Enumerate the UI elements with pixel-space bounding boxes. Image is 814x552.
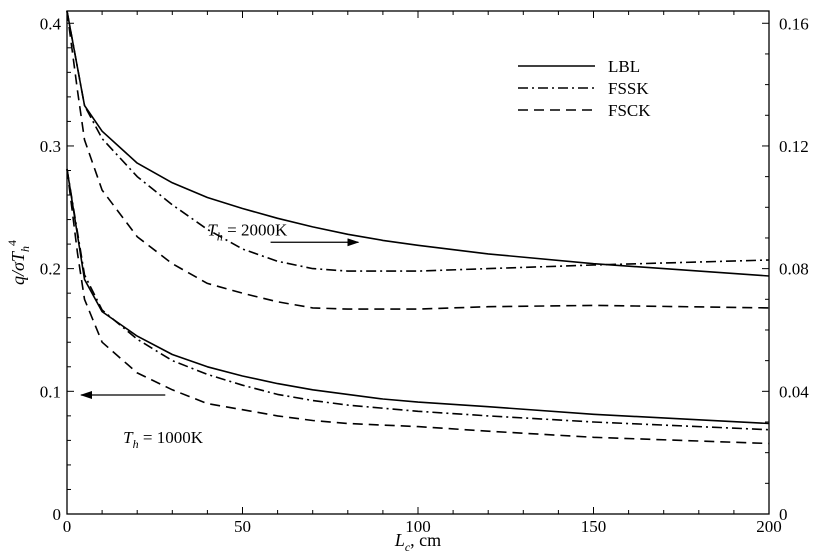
annotation-cold: Th = 1000K — [123, 428, 204, 451]
axis-titles: Lc, cm q/σTh4 — [5, 240, 441, 552]
y-left-tick-label: 0.3 — [40, 137, 61, 156]
x-tick-label: 200 — [756, 517, 782, 536]
series-line-lbl-2000k — [66, 10, 770, 277]
ticks: 0 50 100 150 20000.10.20.30.400.040.080.120.… — [40, 11, 809, 536]
series-line-fsck-2000k — [66, 10, 770, 310]
x-tick-label: 50 — [234, 517, 251, 536]
legend-label-lbl: LBL — [608, 57, 640, 76]
legend: LBL FSSK FSCK — [518, 57, 651, 120]
y-left-tick-label: 0.1 — [40, 382, 61, 401]
annotation-hot: Th = 2000K — [207, 221, 288, 244]
legend-label-fssk: FSSK — [608, 79, 649, 98]
y-right-tick-label: 0.08 — [779, 260, 809, 279]
y-right-tick-label: 0.04 — [779, 382, 809, 401]
y-left-tick-label: 0 — [53, 505, 62, 524]
legend-label-fsck: FSCK — [608, 101, 651, 120]
x-tick-label: 100 — [405, 517, 431, 536]
series-line-fsck-1000k — [66, 168, 770, 445]
series-lines — [66, 10, 770, 445]
annotations: Th = 2000K Th = 1000K — [80, 221, 360, 451]
y-right-tick-label: 0.16 — [779, 14, 809, 33]
x-axis-title: Lc, cm — [394, 530, 441, 552]
y-left-tick-label: 0.4 — [40, 14, 62, 33]
series-line-fssk-2000k — [66, 10, 770, 272]
y-left-tick-label: 0.2 — [40, 260, 61, 279]
x-tick-label: 0 — [63, 517, 72, 536]
y-axis-title: q/σTh4 — [5, 240, 32, 285]
series-line-fssk-1000k — [66, 168, 770, 431]
series-line-lbl-1000k — [66, 168, 770, 425]
y-right-tick-label: 0.12 — [779, 137, 809, 156]
x-tick-label: 150 — [581, 517, 607, 536]
y-right-tick-label: 0 — [779, 505, 788, 524]
